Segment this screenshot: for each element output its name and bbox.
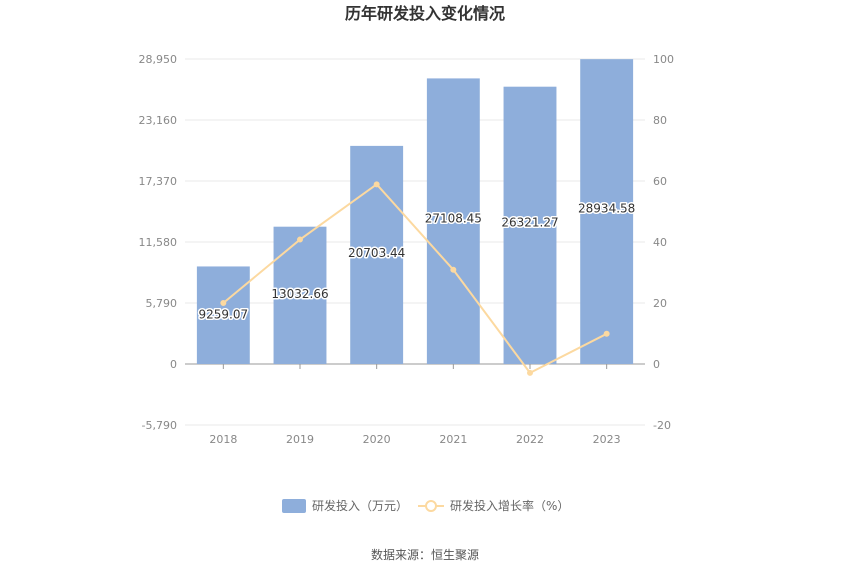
bar [580,59,634,365]
legend-bar-swatch [282,499,306,513]
bar-value-label: 28934.58 [578,202,635,216]
right-tick-label: 20 [653,297,667,310]
right-tick-label: 80 [653,114,667,127]
bar-value-label: 27108.45 [425,211,482,225]
x-tick-label: 2023 [593,433,621,446]
legend: 研发投入（万元） 研发投入增长率（%） [282,498,569,513]
right-tick-label: -20 [653,419,671,432]
line-series [220,181,610,376]
legend-line-marker [425,500,437,512]
chart-title: 历年研发投入变化情况 [345,4,505,23]
grid-lines [185,58,645,426]
right-tick-label: 60 [653,175,667,188]
x-tick-label: 2020 [363,433,391,446]
growth-rate-line [222,183,608,375]
x-axis: 2018 2019 2020 2021 2022 2023 [185,363,645,446]
right-tick-label: 0 [653,358,660,371]
x-tick-label: 2019 [286,433,314,446]
growth-rate-point [527,369,533,376]
growth-rate-point [373,181,380,188]
legend-item-bar[interactable]: 研发投入（万元） [282,498,408,513]
bar [273,226,327,364]
right-y-axis: -20 0 20 40 60 80 100 [653,53,674,432]
bar-value-label: 26321.27 [501,216,558,230]
x-tick-label: 2021 [439,433,467,446]
growth-rate-point [603,330,610,337]
right-tick-label: 40 [653,236,667,249]
left-tick-label: 11,580 [139,236,178,249]
legend-line-label: 研发投入增长率（%） [450,498,569,513]
bar-value-label: 13032.66 [271,287,328,301]
bar-value-label: 9259.07 [199,307,249,321]
bar-value-label: 20703.44 [348,246,405,260]
left-tick-label: 17,370 [139,175,178,188]
growth-rate-point [220,300,227,306]
bar-data-labels: 9259.07 13032.66 20703.44 27108.45 26321.27 2… [197,200,637,323]
bar [196,266,250,364]
bar-series [196,59,634,365]
bar [503,86,557,365]
left-tick-label: 0 [170,358,177,371]
x-tick-label: 2022 [516,433,544,446]
source-note: 数据来源：恒生聚源 [371,547,479,562]
left-tick-label: 5,790 [146,297,178,310]
x-tick-label: 2018 [209,433,237,446]
left-tick-label: -5,790 [142,419,177,432]
growth-rate-point [450,266,457,273]
right-tick-label: 100 [653,53,674,66]
left-tick-label: 28,950 [139,53,178,66]
left-tick-label: 23,160 [139,114,178,127]
legend-bar-label: 研发投入（万元） [312,498,408,513]
growth-rate-point [297,236,303,243]
legend-item-line[interactable]: 研发投入增长率（%） [418,498,569,513]
left-y-axis: -5,790 0 5,790 11,580 17,370 23,160 28,950 [139,53,178,432]
bar [426,78,480,364]
